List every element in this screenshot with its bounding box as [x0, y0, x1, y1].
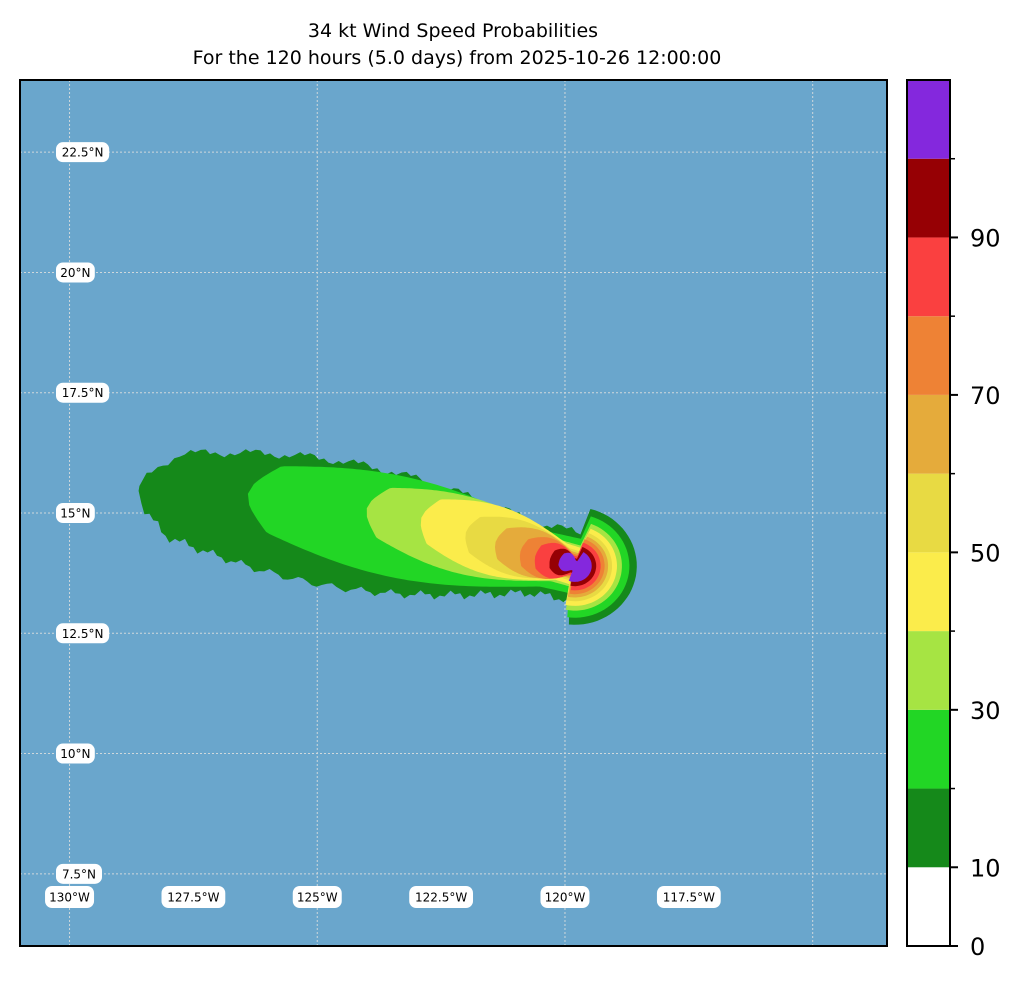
lon-label: 117.5°W [656, 886, 721, 908]
colorbar-bin-40 [907, 552, 950, 632]
lat-label-text: 22.5°N [62, 146, 104, 160]
figure-title-line2: For the 120 hours (5.0 days) from 2025-1… [193, 47, 722, 69]
lat-label: 15°N [56, 503, 95, 523]
lat-label: 10°N [56, 743, 95, 764]
lat-label-text: 10°N [60, 747, 90, 761]
probability-contours [138, 449, 637, 625]
colorbar-bins [907, 80, 950, 946]
lon-label-box [409, 886, 474, 908]
lon-label: 130°W [45, 886, 95, 908]
lon-label-text: 130°W [49, 891, 90, 905]
colorbar-tick-label: 0 [970, 933, 985, 961]
colorbar-bin-0 [907, 867, 950, 946]
lat-label: 22.5°N [56, 142, 110, 163]
lat-label-text: 15°N [60, 507, 90, 521]
lon-label-box [45, 886, 95, 908]
lat-label: 20°N [56, 262, 95, 283]
lon-label-box [656, 886, 721, 908]
colorbar-bin-20 [907, 709, 950, 789]
lon-label-text: 125°W [297, 891, 338, 905]
colorbar-bin-80 [907, 237, 950, 317]
map-panel: 22.5°N 20°N 17.5°N 15°N 12.5°N 10°N 7.5°N 130°… [19, 79, 888, 947]
colorbar-ticks: 0 10 30 50 70 90 [950, 157, 1001, 961]
lon-label: 120°W [540, 886, 590, 908]
colorbar-tick-label: 50 [970, 539, 1001, 567]
colorbar-bin-30 [907, 631, 950, 710]
colorbar-tick-label: 70 [970, 382, 1001, 410]
longitude-labels: 130°W 127.5°W 125°W 122.5°W 120°W 117.5°W [45, 886, 721, 908]
lat-label-text: 12.5°N [62, 627, 104, 641]
colorbar-bin-100 [907, 80, 950, 159]
lon-label: 125°W [292, 886, 342, 908]
lat-label-box [56, 863, 102, 884]
lat-label: 12.5°N [56, 623, 110, 644]
lat-label: 7.5°N [56, 863, 102, 884]
colorbar-bin-50 [907, 473, 950, 553]
lon-label-text: 120°W [545, 891, 586, 905]
lat-label-box [56, 262, 95, 283]
colorbar-frame [906, 79, 951, 947]
lon-label-text: 127.5°W [167, 891, 219, 905]
figure-title-line1: 34 kt Wind Speed Probabilities [308, 20, 598, 42]
map-frame [19, 79, 888, 947]
lon-label-box [540, 886, 590, 908]
lon-label: 127.5°W [161, 886, 226, 908]
colorbar-bin-10 [907, 788, 950, 868]
lat-label-box [56, 623, 110, 644]
lon-label-text: 122.5°W [415, 891, 467, 905]
lat-label-box [56, 382, 110, 403]
contour-95-percent [558, 552, 592, 582]
colorbar-bin-70 [907, 316, 950, 395]
lat-label: 17.5°N [56, 382, 110, 403]
colorbar-bin-60 [907, 394, 950, 474]
colorbar: 0 10 30 50 70 90 [906, 79, 1001, 961]
lat-label-box [56, 503, 95, 523]
lat-label-text: 7.5°N [62, 867, 96, 881]
lon-label-box [292, 886, 342, 908]
colorbar-tick-label: 10 [970, 854, 1001, 882]
colorbar-bin-90 [907, 158, 950, 238]
lon-label-text: 117.5°W [663, 891, 715, 905]
lat-label-text: 17.5°N [62, 386, 104, 400]
lon-label: 122.5°W [409, 886, 474, 908]
lon-label-box [161, 886, 226, 908]
lat-label-text: 20°N [60, 266, 90, 280]
lat-label-box [56, 743, 95, 764]
lat-label-box [56, 142, 110, 163]
latitude-labels: 22.5°N 20°N 17.5°N 15°N 12.5°N 10°N 7.5°N [56, 142, 110, 884]
colorbar-tick-label: 30 [970, 697, 1001, 725]
colorbar-tick-label: 90 [970, 224, 1001, 252]
